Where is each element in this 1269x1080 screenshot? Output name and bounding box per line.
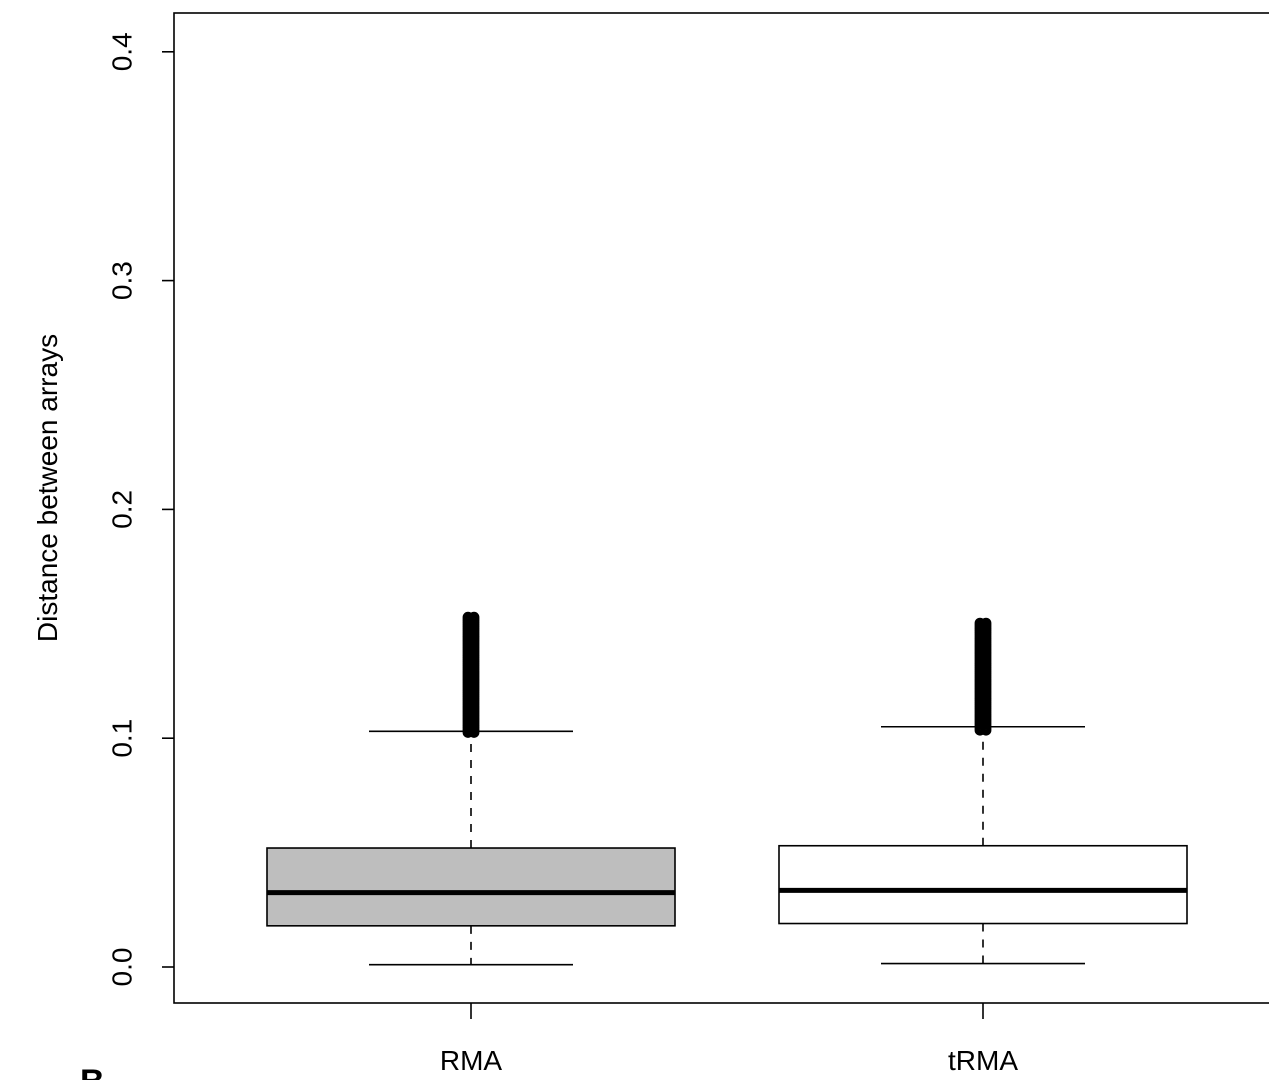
x-axis: RMA tRMA <box>440 1003 1018 1076</box>
box-iqr <box>778 844 1188 925</box>
y-tick-label: 0.2 <box>106 490 137 529</box>
plot-area-frame <box>173 12 1269 1004</box>
y-tick-label: 0.0 <box>106 948 137 987</box>
y-tick-label: 0.3 <box>106 261 137 300</box>
outlier-point <box>468 611 480 623</box>
x-tick-label: RMA <box>440 1045 503 1076</box>
box-iqr <box>266 847 676 927</box>
y-tick-label: 0.4 <box>106 32 137 71</box>
panel-label: B <box>80 1063 105 1080</box>
y-axis-title: Distance between arrays <box>32 334 63 642</box>
boxes-layer <box>266 611 1188 966</box>
outlier-point <box>462 611 474 623</box>
outlier-point <box>974 617 986 629</box>
y-axis: 0.0 0.1 0.2 0.3 0.4 <box>106 32 174 986</box>
y-tick-label: 0.1 <box>106 719 137 758</box>
outlier-point <box>980 617 992 629</box>
box-group-trma <box>778 617 1188 965</box>
x-tick-label: tRMA <box>948 1045 1018 1076</box>
box-group-rma <box>266 611 676 966</box>
